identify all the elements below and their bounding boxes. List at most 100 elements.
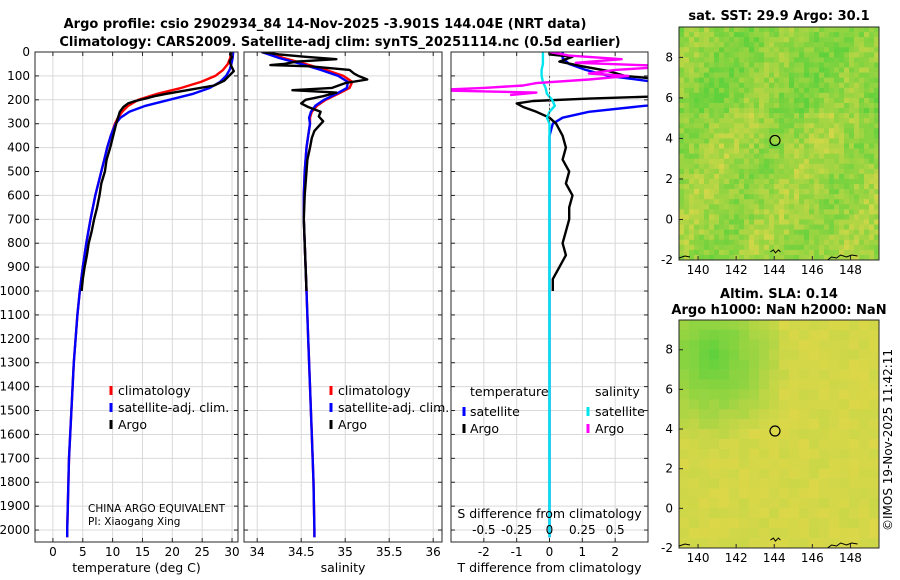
x-tick-label: 148	[839, 551, 862, 565]
map-cell	[824, 138, 830, 144]
map-cell	[849, 168, 855, 175]
map-cell	[749, 204, 755, 210]
map-cell	[804, 92, 810, 99]
map-cell	[859, 518, 870, 529]
map-cell	[729, 194, 735, 200]
map-cell	[679, 173, 685, 180]
map-cell	[764, 108, 770, 114]
map-cell	[754, 209, 760, 215]
map-cell	[814, 148, 820, 154]
map-cell	[849, 448, 860, 460]
map-cell	[714, 82, 720, 89]
map-cell	[814, 199, 820, 205]
map-cell	[799, 448, 810, 460]
depth-tick-label: 1500	[0, 404, 30, 418]
map-cell	[799, 178, 805, 185]
map-cell	[709, 87, 715, 94]
map-cell	[869, 128, 875, 134]
argo-position-marker	[769, 134, 781, 147]
map-cell	[799, 72, 805, 78]
map-cell	[679, 488, 690, 499]
map-cell	[839, 42, 845, 48]
map-cell	[704, 128, 710, 134]
map-cell	[814, 249, 820, 256]
map-cell	[849, 458, 860, 469]
map-cell	[789, 123, 795, 129]
map-cell	[804, 87, 810, 94]
plot-area	[35, 52, 238, 542]
map-cell	[859, 369, 870, 380]
map-cell	[794, 97, 800, 104]
map-cell	[779, 254, 785, 261]
map-cell	[759, 458, 770, 469]
map-cell	[854, 123, 860, 129]
map-cell	[699, 528, 710, 539]
map-cell	[689, 57, 695, 63]
map-cell	[789, 82, 795, 89]
map-cell	[684, 123, 690, 129]
map-cell	[769, 399, 780, 410]
map-cell	[799, 399, 810, 410]
map-cell	[729, 97, 735, 104]
map-cell	[744, 108, 750, 114]
map-cell	[759, 320, 770, 331]
map-cell	[864, 239, 870, 246]
map-cell	[834, 52, 840, 58]
map-cell	[864, 214, 870, 220]
map-cell	[739, 478, 750, 489]
map-cell	[839, 229, 845, 235]
map-cell	[689, 52, 695, 58]
map-cell	[774, 37, 780, 43]
map-cell	[839, 189, 845, 195]
map-cell	[809, 97, 815, 104]
map-cell	[839, 158, 845, 165]
map-cell	[764, 27, 770, 33]
map-cell	[774, 244, 780, 251]
map-cell	[849, 518, 860, 529]
map-cell	[689, 329, 700, 341]
map-cell	[789, 178, 795, 185]
map-cell	[864, 133, 870, 139]
map-cell	[874, 209, 880, 215]
map-cell	[774, 158, 780, 165]
map-cell	[779, 82, 785, 89]
map-cell	[739, 184, 745, 190]
map-cell	[719, 244, 725, 251]
map-cell	[869, 349, 880, 360]
map-cell	[779, 199, 785, 205]
map-cell	[859, 389, 870, 400]
map-cell	[689, 389, 700, 400]
map-cell	[724, 133, 730, 139]
coastline	[827, 542, 858, 549]
map-cell	[799, 87, 805, 94]
x-tick-label: 36	[426, 545, 441, 559]
map-cell	[844, 184, 850, 190]
map-cell	[749, 429, 760, 440]
map-cell	[819, 329, 830, 341]
map-cell	[874, 57, 880, 63]
y-tick-label: 2	[665, 172, 673, 186]
map-cell	[869, 389, 880, 400]
s-tick-label: -0.5	[472, 523, 495, 537]
map-cell	[794, 27, 800, 33]
map-cell	[844, 249, 850, 256]
map-cell	[744, 178, 750, 185]
map-cell	[714, 254, 720, 261]
map-cell	[829, 204, 835, 210]
map-cell	[819, 498, 830, 509]
map-cell	[704, 163, 710, 170]
map-cell	[819, 153, 825, 159]
map-cell	[734, 199, 740, 205]
map-cell	[784, 27, 790, 33]
map-cell	[819, 339, 830, 351]
map-cell	[734, 158, 740, 165]
map-cell	[819, 173, 825, 180]
map-cell	[864, 102, 870, 109]
map-cell	[789, 77, 795, 84]
map-cell	[754, 163, 760, 170]
map-cell	[679, 138, 685, 144]
map-cell	[809, 27, 815, 33]
map-cell	[784, 67, 790, 73]
map-cell	[749, 52, 755, 58]
map-cell	[814, 37, 820, 43]
